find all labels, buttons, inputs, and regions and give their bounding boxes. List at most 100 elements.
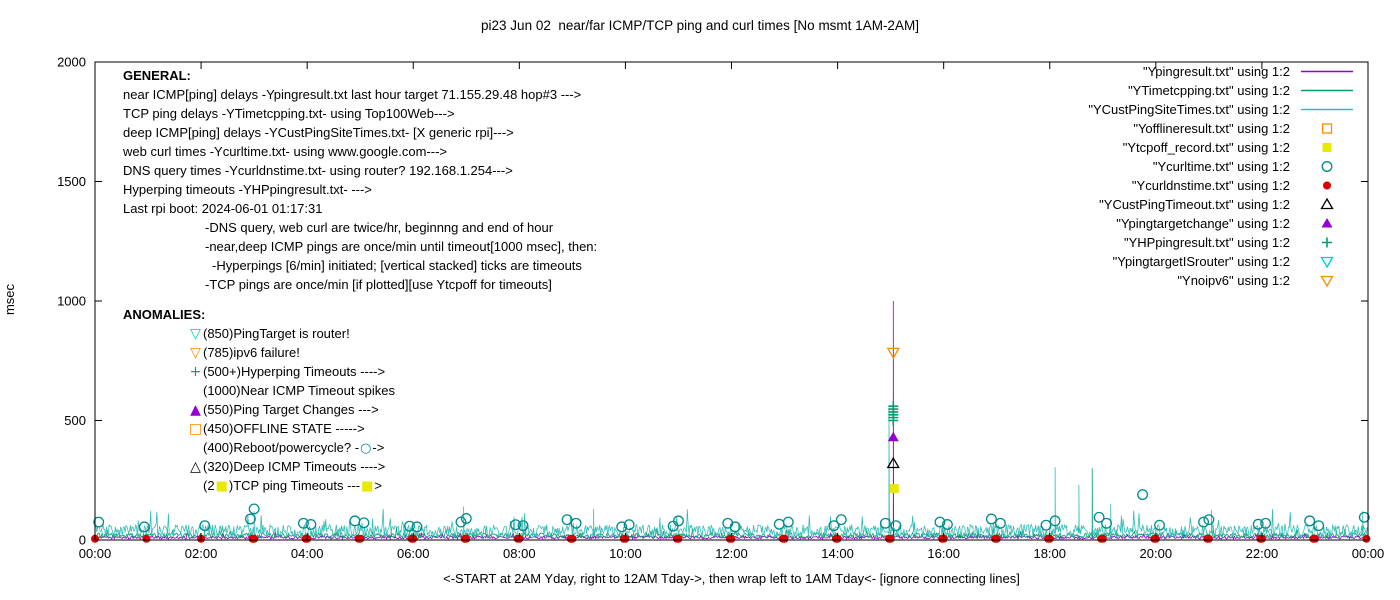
circle-open-marker (1358, 511, 1370, 523)
circle-open-marker (298, 517, 309, 529)
tri-up-open-marker (886, 456, 900, 469)
tri-up-open-marker (1320, 197, 1334, 210)
circle-open-marker (1137, 489, 1149, 501)
circle-open-marker (994, 517, 1006, 529)
y-tick-label: 1500 (57, 174, 86, 189)
anomaly-item: ▽ (850)PingTarget is router! (188, 324, 395, 343)
anomaly-item: (1000)Near ICMP Timeout spikes (188, 381, 395, 400)
general-note-line: TCP ping delays -YTimetcpping.txt- using… (123, 106, 455, 121)
legend-sample (1298, 216, 1356, 231)
square-open-marker (1321, 123, 1333, 134)
anomaly-text: (320)Deep ICMP Timeouts ----> (203, 459, 385, 474)
tri-up-filled-icon: ▲ (190, 401, 201, 418)
circle-open-marker (1252, 518, 1264, 530)
circle-open-marker (890, 520, 902, 532)
y-tick-label: 0 (79, 533, 86, 548)
circle-open-marker (1198, 516, 1210, 528)
tri-down-open-icon: ▽ (190, 344, 201, 361)
circle-filled-marker (1098, 534, 1107, 543)
anomaly-text-part: (785)ipv6 failure! (203, 345, 300, 360)
legend-item: "YTimetcpping.txt" using 1:2 (1088, 81, 1356, 100)
circle-open-marker (1101, 517, 1112, 529)
anomaly-text: (550)Ping Target Changes ---> (203, 402, 379, 417)
general-note-line: Hyperping timeouts -YHPpingresult.txt- -… (123, 182, 372, 197)
general-heading: GENERAL: (123, 68, 191, 83)
anomaly-text-part: )TCP ping Timeouts --- (228, 477, 361, 493)
legend-label: "Ytcpoff_record.txt" using 1:2 (1122, 140, 1290, 155)
circle-open-marker (1093, 511, 1105, 523)
anomaly-item: ▽ (785)ipv6 failure! (188, 343, 395, 362)
circle-open-marker (93, 516, 105, 528)
general-note-line: Last rpi boot: 2024-06-01 01:17:31 (123, 201, 323, 216)
circle-open-marker (1313, 520, 1325, 532)
general-notes: GENERAL: near ICMP[ping] delays -Ypingre… (123, 66, 597, 294)
circle-open-icon: ○ (360, 440, 372, 456)
legend-item: "Ytcpoff_record.txt" using 1:2 (1088, 138, 1356, 157)
circle-filled-marker (356, 534, 365, 543)
circle-open-marker (561, 514, 573, 526)
circle-filled-marker (674, 534, 683, 543)
anomalies-notes: ANOMALIES: ▽ (850)PingTarget is router! ▽(… (123, 305, 395, 495)
legend-label: "YCustPingSiteTimes.txt" using 1:2 (1088, 102, 1290, 117)
circle-open-marker (673, 515, 684, 527)
plus-marker (1322, 237, 1332, 248)
y-tick-label: 500 (64, 413, 86, 428)
square-filled-marker (889, 484, 899, 494)
anomaly-text-part: (450)OFFLINE STATE -----> (203, 421, 365, 436)
tri-down-open-marker (1320, 256, 1334, 269)
plus-icon: + (189, 363, 202, 380)
anomaly-text-part: (320)Deep ICMP Timeouts ----> (203, 459, 386, 474)
x-tick-label: 20:00 (1140, 546, 1173, 561)
x-tick-label: 18:00 (1033, 546, 1066, 561)
x-tick-label: 08:00 (503, 546, 536, 561)
x-tick-label: 00:00 (79, 546, 112, 561)
circle-filled-marker (1310, 534, 1319, 543)
circle-open-marker (1049, 515, 1061, 527)
anomaly-text-part: (850)PingTarget is router! (203, 326, 350, 341)
legend-sample (1298, 83, 1356, 98)
legend-label: "Ynoipv6" using 1:2 (1177, 273, 1290, 288)
circle-filled-marker (992, 534, 1001, 543)
x-tick-label: 12:00 (715, 546, 748, 561)
anomaly-text: (1000)Near ICMP Timeout spikes (203, 383, 395, 398)
anomalies-heading: ANOMALIES: (123, 307, 206, 322)
anomaly-text: (850)PingTarget is router! (203, 326, 350, 341)
chart-title: pi23 Jun 02 near/far ICMP/TCP ping and c… (481, 18, 919, 33)
legend-item: "YCustPingTimeout.txt" using 1:2 (1088, 195, 1356, 214)
general-note-line: near ICMP[ping] delays -Ypingresult.txt … (123, 87, 582, 102)
anomaly-item: + (500+)Hyperping Timeouts ----> (188, 362, 395, 381)
x-axis-label: <-START at 2AM Yday, right to 12AM Tday-… (443, 571, 1020, 586)
anomaly-item: △ (320)Deep ICMP Timeouts ----> (188, 457, 395, 476)
anomaly-text-part: -> (372, 439, 385, 455)
circle-open-marker (1260, 517, 1272, 529)
legend-item: "Yofflineresult.txt" using 1:2 (1088, 119, 1356, 138)
circle-open-marker (835, 514, 847, 526)
anomaly-text-part: > (374, 477, 382, 493)
circle-open-marker (460, 513, 472, 524)
general-note-line: -TCP pings are once/min [if plotted][use… (205, 277, 552, 292)
anomaly-text: (785)ipv6 failure! (203, 345, 300, 360)
circle-open-marker (941, 519, 953, 530)
tri-up-open-icon: △ (190, 458, 201, 475)
circle-open-marker (199, 520, 211, 532)
circle-open-marker (305, 519, 317, 530)
circle-open-marker (1304, 515, 1316, 527)
circle-open-marker (616, 521, 628, 533)
legend-sample (1298, 254, 1356, 269)
anomaly-item: ▲ (550)Ping Target Changes ---> (188, 400, 395, 419)
general-lines: near ICMP[ping] delays -Ypingresult.txt … (123, 85, 597, 294)
legend-item: "Ypingtargetchange" using 1:2 (1088, 214, 1356, 233)
legend-sample (1298, 197, 1356, 212)
legend-label: "Ypingresult.txt" using 1:2 (1142, 64, 1290, 79)
circle-open-marker (248, 503, 260, 515)
y-tick-label: 2000 (57, 55, 86, 70)
legend-label: "YpingtargetISrouter" using 1:2 (1112, 254, 1290, 269)
circle-open-marker (138, 521, 150, 533)
circle-filled-marker (1323, 181, 1331, 190)
legend-sample (1298, 64, 1356, 79)
circle-open-marker (358, 517, 370, 529)
legend-label: "YCustPingTimeout.txt" using 1:2 (1099, 197, 1290, 212)
x-tick-label: 02:00 (185, 546, 218, 561)
circle-open-marker (879, 517, 891, 529)
